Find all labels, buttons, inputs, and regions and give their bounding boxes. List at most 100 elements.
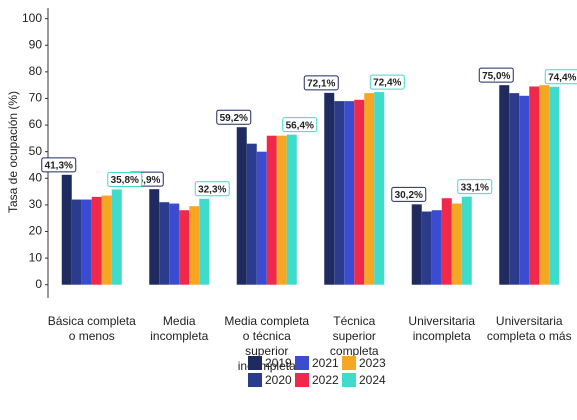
legend-swatch (248, 373, 262, 387)
y-tick-label: 70 (29, 91, 43, 105)
legend-label: 2024 (359, 373, 386, 387)
x-tick-line: Media (163, 314, 196, 328)
value-label: 74,4% (548, 72, 576, 83)
bar (509, 93, 520, 285)
bar (149, 189, 160, 285)
y-tick-label: 10 (29, 250, 43, 264)
x-tick-line: o técnica (243, 329, 291, 343)
value-label: 59,2% (220, 113, 248, 124)
value-label-box (303, 75, 339, 91)
value-label: 35,9% (132, 175, 160, 186)
bar (266, 135, 277, 285)
bar (179, 210, 190, 285)
legend-swatch (295, 373, 309, 387)
bar (334, 101, 345, 285)
bar (246, 143, 257, 285)
x-tick-line: completa o más (487, 329, 572, 343)
value-label-box (282, 117, 318, 133)
bar (286, 134, 297, 285)
bar (91, 196, 102, 285)
y-tick-label: 40 (29, 170, 43, 184)
bar (451, 203, 462, 285)
bar (364, 93, 375, 285)
legend-label: 2023 (359, 356, 386, 370)
value-label-box (391, 186, 427, 202)
value-label-box (457, 179, 493, 195)
bar (276, 135, 287, 285)
value-label: 72,4% (373, 78, 401, 89)
y-tick-label: 80 (29, 64, 43, 78)
x-tick-line: Universitaria (496, 314, 563, 328)
x-tick-label: Media incompleta (150, 314, 208, 343)
value-label: 32,3% (198, 184, 226, 195)
x-tick-line: incompleta (413, 329, 471, 343)
legend-swatch (295, 356, 309, 370)
bar (374, 92, 385, 285)
bar (519, 95, 530, 285)
bar (529, 86, 540, 285)
x-tick-line: o menos (69, 329, 115, 343)
x-tick-line: completa (330, 344, 379, 358)
bar (539, 85, 550, 285)
bar (461, 196, 472, 285)
value-label-box (216, 109, 252, 125)
bar (499, 85, 510, 285)
x-tick-line: Universitaria (408, 314, 475, 328)
legend-label: 2022 (312, 373, 339, 387)
bar (421, 211, 432, 285)
x-tick-line: Técnica (333, 314, 375, 328)
bar (324, 92, 335, 285)
y-tick-label: 50 (29, 144, 43, 158)
value-label: 35,8% (111, 175, 139, 186)
legend-swatch (342, 373, 356, 387)
bar (71, 199, 82, 285)
bar (159, 202, 170, 285)
bar (236, 127, 247, 285)
x-tick-line: incompleta (150, 329, 208, 343)
bar (189, 206, 200, 285)
legend-swatch (342, 356, 356, 370)
y-tick-label: 90 (29, 37, 43, 51)
bar (111, 189, 122, 285)
legend-swatch (248, 356, 262, 370)
legend-label: 2020 (265, 373, 292, 387)
bar (441, 198, 452, 285)
value-label-box (478, 67, 514, 83)
x-tick-line: Media completa (224, 314, 309, 328)
legend-label: 2021 (312, 356, 339, 370)
bar (431, 210, 442, 285)
value-label: 30,2% (395, 190, 423, 201)
value-label-box (369, 74, 405, 90)
x-tick-line: superior (245, 344, 288, 358)
bar (61, 174, 72, 285)
x-tick-label: Básica completa o menos (48, 314, 136, 343)
bar (344, 101, 355, 285)
value-label: 56,4% (286, 120, 314, 131)
value-label-box (107, 171, 143, 187)
y-tick-label: 100 (22, 11, 42, 25)
bar (169, 203, 180, 285)
bar (549, 86, 560, 285)
bar (81, 199, 92, 285)
value-label: 33,1% (461, 182, 489, 193)
bar (411, 204, 422, 285)
y-axis-title: Tasa de ocupación (%) (6, 91, 20, 213)
bar (354, 99, 365, 285)
x-tick-label: Universitaria completa o más (487, 314, 572, 343)
bar (256, 151, 267, 285)
x-tick-line: superior (333, 329, 376, 343)
value-label-box (194, 181, 230, 197)
bar (101, 195, 112, 285)
x-tick-label: Universitaria incompleta (408, 314, 475, 343)
value-label-box (41, 157, 77, 173)
bar (199, 198, 210, 285)
x-tick-line: Básica completa (48, 314, 136, 328)
value-label: 41,3% (45, 160, 73, 171)
value-label: 72,1% (307, 79, 335, 90)
y-tick-label: 30 (29, 197, 43, 211)
y-tick-label: 20 (29, 224, 43, 238)
legend-label: 2019 (265, 356, 292, 370)
y-tick-label: 60 (29, 117, 43, 131)
x-tick-label: Técnica superior completa (330, 314, 379, 358)
